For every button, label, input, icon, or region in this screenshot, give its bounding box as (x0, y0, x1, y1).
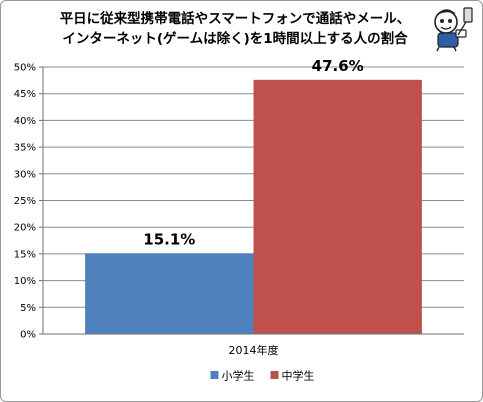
y-tick-label: 10% (14, 276, 36, 287)
data-label-2: 47.6% (312, 57, 364, 75)
x-axis-labels: 2014年度 (229, 343, 279, 357)
legend-swatch-2 (270, 371, 279, 379)
chart-title: 平日に従来型携帯電話やスマートフォンで通話やメール、 インターネット(ゲームは除… (40, 9, 430, 49)
axes (39, 66, 464, 335)
data-label-1: 15.1% (143, 230, 195, 248)
chart-title-line-1: 平日に従来型携帯電話やスマートフォンで通話やメール、 (59, 11, 411, 27)
x-category-label: 2014年度 (229, 343, 279, 357)
chart-title-line-2: インターネット(ゲームは除く)を1時間以上する人の割合 (62, 31, 408, 47)
data-labels: 15.1% 47.6% (143, 57, 363, 249)
y-axis-tick-labels: 0% 5% 10% 15% 20% 25% 30% 35% 40% 45% 50% (14, 63, 36, 341)
y-tick-label: 35% (14, 143, 36, 154)
legend: 小学生 中学生 (210, 369, 315, 383)
y-tick-label: 20% (14, 223, 36, 234)
bars (85, 79, 422, 334)
y-tick-label: 0% (20, 330, 36, 341)
legend-label-2: 中学生 (282, 369, 315, 383)
legend-label-1: 小学生 (222, 369, 255, 383)
y-tick-label: 30% (14, 169, 36, 180)
y-tick-label: 25% (14, 196, 36, 207)
bar-2 (253, 79, 422, 334)
cartoon-character-icon (434, 7, 473, 52)
y-tick-label: 45% (14, 89, 36, 100)
y-tick-label: 15% (14, 249, 36, 260)
legend-swatch-1 (210, 371, 219, 379)
y-tick-label: 50% (14, 63, 36, 74)
y-tick-label: 40% (14, 116, 36, 127)
y-tick-label: 5% (20, 303, 36, 314)
bar-1 (85, 253, 254, 334)
